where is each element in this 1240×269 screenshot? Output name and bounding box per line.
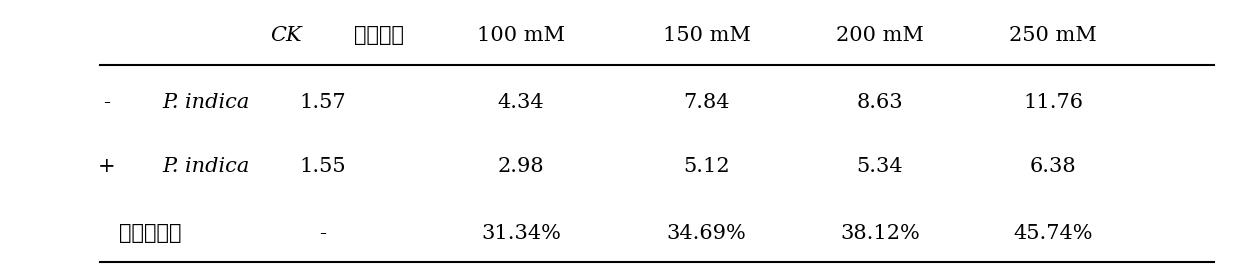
Text: 8.63: 8.63 [857, 93, 903, 112]
Text: 200 mM: 200 mM [836, 27, 924, 45]
Text: 1.57: 1.57 [300, 93, 346, 112]
Text: 250 mM: 250 mM [1009, 27, 1097, 45]
Text: CK: CK [270, 27, 301, 45]
Text: 34.69%: 34.69% [667, 224, 746, 242]
Text: 4.34: 4.34 [497, 93, 544, 112]
Text: 11.76: 11.76 [1023, 93, 1083, 112]
Text: 5.12: 5.12 [683, 157, 730, 176]
Text: （对照）: （对照） [353, 27, 404, 45]
Text: 6.38: 6.38 [1029, 157, 1076, 176]
Text: -: - [103, 93, 110, 112]
Text: P. indica: P. indica [162, 157, 249, 176]
Text: 45.74%: 45.74% [1013, 224, 1092, 242]
Text: 5.34: 5.34 [857, 157, 903, 176]
Text: 150 mM: 150 mM [662, 27, 750, 45]
Text: 2.98: 2.98 [497, 157, 544, 176]
Text: 1.55: 1.55 [300, 157, 346, 176]
Text: 31.34%: 31.34% [481, 224, 560, 242]
Text: P. indica: P. indica [162, 93, 249, 112]
Text: 比对照降低: 比对照降低 [119, 224, 181, 242]
Text: 7.84: 7.84 [683, 93, 730, 112]
Text: -: - [320, 224, 326, 242]
Text: 100 mM: 100 mM [477, 27, 565, 45]
Text: +: + [98, 157, 115, 176]
Text: 38.12%: 38.12% [839, 224, 920, 242]
